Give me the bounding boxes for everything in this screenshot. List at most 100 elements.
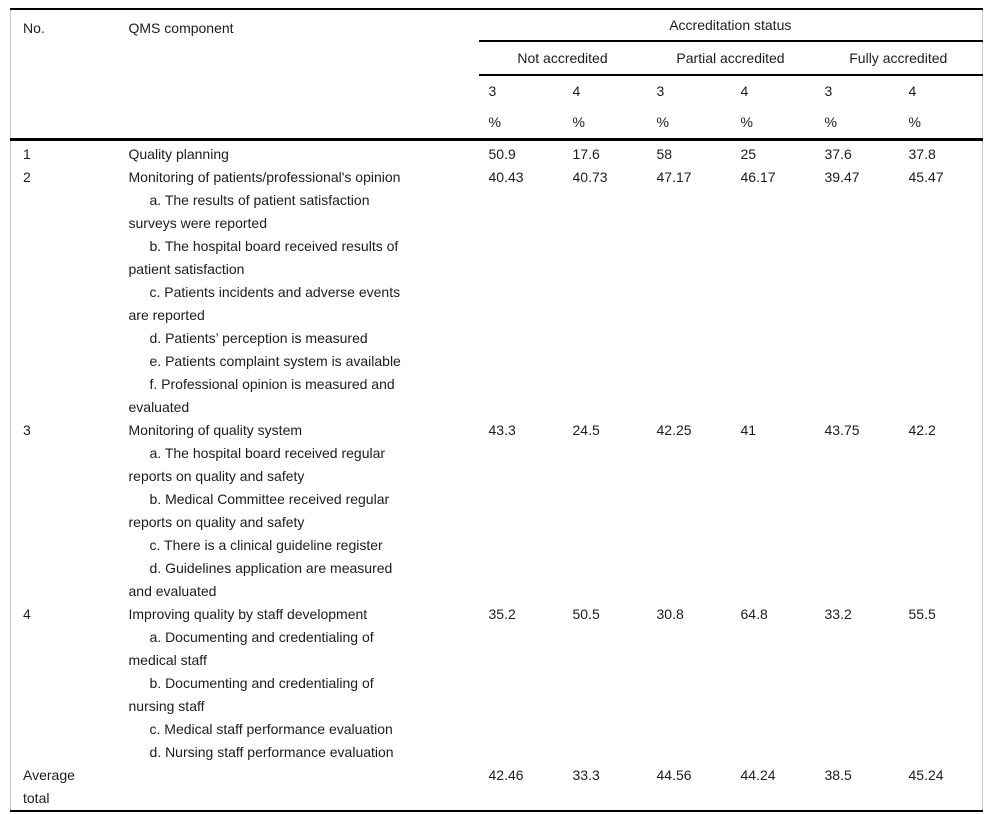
value-cell: 24.5 (572, 422, 600, 438)
component-cell: Improving quality by staff development a.… (123, 603, 479, 764)
component-line: e. Patients complaint system is availabl… (149, 353, 401, 369)
component-cell: Monitoring of quality system a. The hospi… (123, 419, 479, 603)
table-row: 3 Monitoring of quality system a. The hosp… (11, 419, 983, 603)
subcolumn-label: 3 (656, 83, 665, 99)
qms-accreditation-table: No. QMS component Accreditation status N… (10, 8, 984, 812)
column-group-fully-accredited: Fully accredited (814, 41, 983, 76)
subcolumn-label: 4 (740, 83, 749, 99)
subcolumn-label: 3 (488, 83, 497, 99)
subcolumn-not-accredited-4: 4 % (562, 75, 647, 141)
unit-label: % (740, 114, 753, 130)
header-row-2: Not accredited Partial accredited Fully … (11, 41, 983, 76)
component-line: c. There is a clinical guideline registe… (149, 537, 383, 553)
table-row: 2 Monitoring of patients/professional's o… (11, 166, 983, 419)
value-cell: 50.9 (488, 146, 516, 162)
column-header-no: No. (10, 9, 123, 141)
component-cell: Quality planning (123, 140, 479, 167)
subcolumn-label: 3 (824, 83, 833, 99)
value-cell: 64.8 (740, 606, 768, 622)
unit-label: % (656, 114, 669, 130)
row-number: Average total (23, 767, 75, 806)
component-line: d. Patients’ perception is measured (149, 330, 368, 346)
value-cell: 44.56 (656, 767, 692, 783)
component-line: reports on quality and safety (128, 514, 305, 530)
component-line: nursing staff (128, 698, 205, 714)
component-line: Quality planning (128, 146, 229, 162)
value-cell: 41 (740, 422, 757, 438)
row-number: 3 (23, 422, 31, 438)
value-cell: 58 (656, 146, 673, 162)
value-cell: 38.5 (824, 767, 852, 783)
subcolumn-fully-accredited-3: 3 % (814, 75, 899, 141)
value-cell: 43.75 (824, 422, 860, 438)
subcolumn-not-accredited-3: 3 % (478, 75, 563, 141)
component-line: medical staff (128, 652, 207, 668)
row-number: 1 (23, 146, 31, 162)
component-line: b. Documenting and credentialing of (149, 675, 374, 691)
component-line: and evaluated (128, 583, 217, 599)
value-cell: 33.3 (572, 767, 600, 783)
header-row-3: 3 % 4 % 3 % 4 % 3 % 4 % (11, 75, 983, 141)
value-cell: 40.73 (572, 169, 608, 185)
subcolumn-label: 4 (572, 83, 581, 99)
component-cell: Monitoring of patients/professional's op… (123, 166, 479, 419)
value-cell: 30.8 (656, 606, 684, 622)
value-cell: 50.5 (572, 606, 600, 622)
subcolumn-label: 4 (908, 83, 917, 99)
component-line: d. Nursing staff performance evaluation (149, 744, 394, 760)
value-cell: 47.17 (656, 169, 692, 185)
unit-label: % (824, 114, 837, 130)
subcolumn-partial-accredited-4: 4 % (730, 75, 815, 141)
value-cell: 33.2 (824, 606, 852, 622)
row-number: 2 (23, 169, 31, 185)
value-cell: 44.24 (740, 767, 776, 783)
value-cell: 45.24 (908, 767, 944, 783)
header-row-1: No. QMS component Accreditation status (10, 9, 983, 141)
unit-label: % (488, 114, 501, 130)
component-line: d. Guidelines application are measured (149, 560, 393, 576)
table-row: 1 Quality planning 50.9 17.6 58 25 37.6 37.8 (11, 140, 983, 167)
value-cell: 42.2 (908, 422, 936, 438)
component-line: evaluated (128, 399, 190, 415)
component-line: patient satisfaction (128, 261, 245, 277)
value-cell: 37.8 (908, 146, 936, 162)
component-line: reports on quality and safety (128, 468, 305, 484)
value-cell: 42.25 (656, 422, 692, 438)
column-header-component: QMS component (122, 9, 479, 141)
row-number: 4 (23, 606, 31, 622)
value-cell: 35.2 (488, 606, 516, 622)
value-cell: 42.46 (488, 767, 524, 783)
column-group-partial-accredited: Partial accredited (646, 41, 815, 76)
table-header: No. QMS component Accreditation status N… (10, 9, 983, 141)
component-cell (123, 764, 479, 811)
component-line: c. Medical staff performance evaluation (149, 721, 393, 737)
column-header-accreditation-status: Accreditation status (478, 9, 983, 42)
component-line: f. Professional opinion is measured and (149, 376, 395, 392)
value-cell: 46.17 (740, 169, 776, 185)
table-body: 1 Quality planning 50.9 17.6 58 25 37.6 37.8 2 Mo… (11, 140, 983, 812)
value-cell: 25 (740, 146, 757, 162)
unit-label: % (908, 114, 921, 130)
subcolumn-fully-accredited-4: 4 % (898, 75, 983, 141)
table-row: Average total 42.46 33.3 44.56 44.24 38.5 45.2… (11, 764, 983, 811)
component-line: surveys were reported (128, 215, 268, 231)
component-line: Monitoring of patients/professional's op… (128, 169, 401, 185)
value-cell: 39.47 (824, 169, 860, 185)
value-cell: 37.6 (824, 146, 852, 162)
column-group-not-accredited: Not accredited (478, 41, 647, 76)
value-cell: 43.3 (488, 422, 516, 438)
component-line: are reported (128, 307, 205, 323)
component-line: Improving quality by staff development (128, 606, 368, 622)
subcolumn-partial-accredited-3: 3 % (646, 75, 731, 141)
unit-label: % (572, 114, 585, 130)
component-line: a. The hospital board received regular (149, 445, 386, 461)
component-line: b. Medical Committee received regular (149, 491, 390, 507)
component-line: Monitoring of quality system (128, 422, 303, 438)
component-line: b. The hospital board received results o… (149, 238, 399, 254)
value-cell: 17.6 (572, 146, 600, 162)
component-line: c. Patients incidents and adverse events (149, 284, 401, 300)
value-cell: 45.47 (908, 169, 944, 185)
component-line: a. The results of patient satisfaction (149, 192, 370, 208)
value-cell: 55.5 (908, 606, 936, 622)
value-cell: 40.43 (488, 169, 524, 185)
